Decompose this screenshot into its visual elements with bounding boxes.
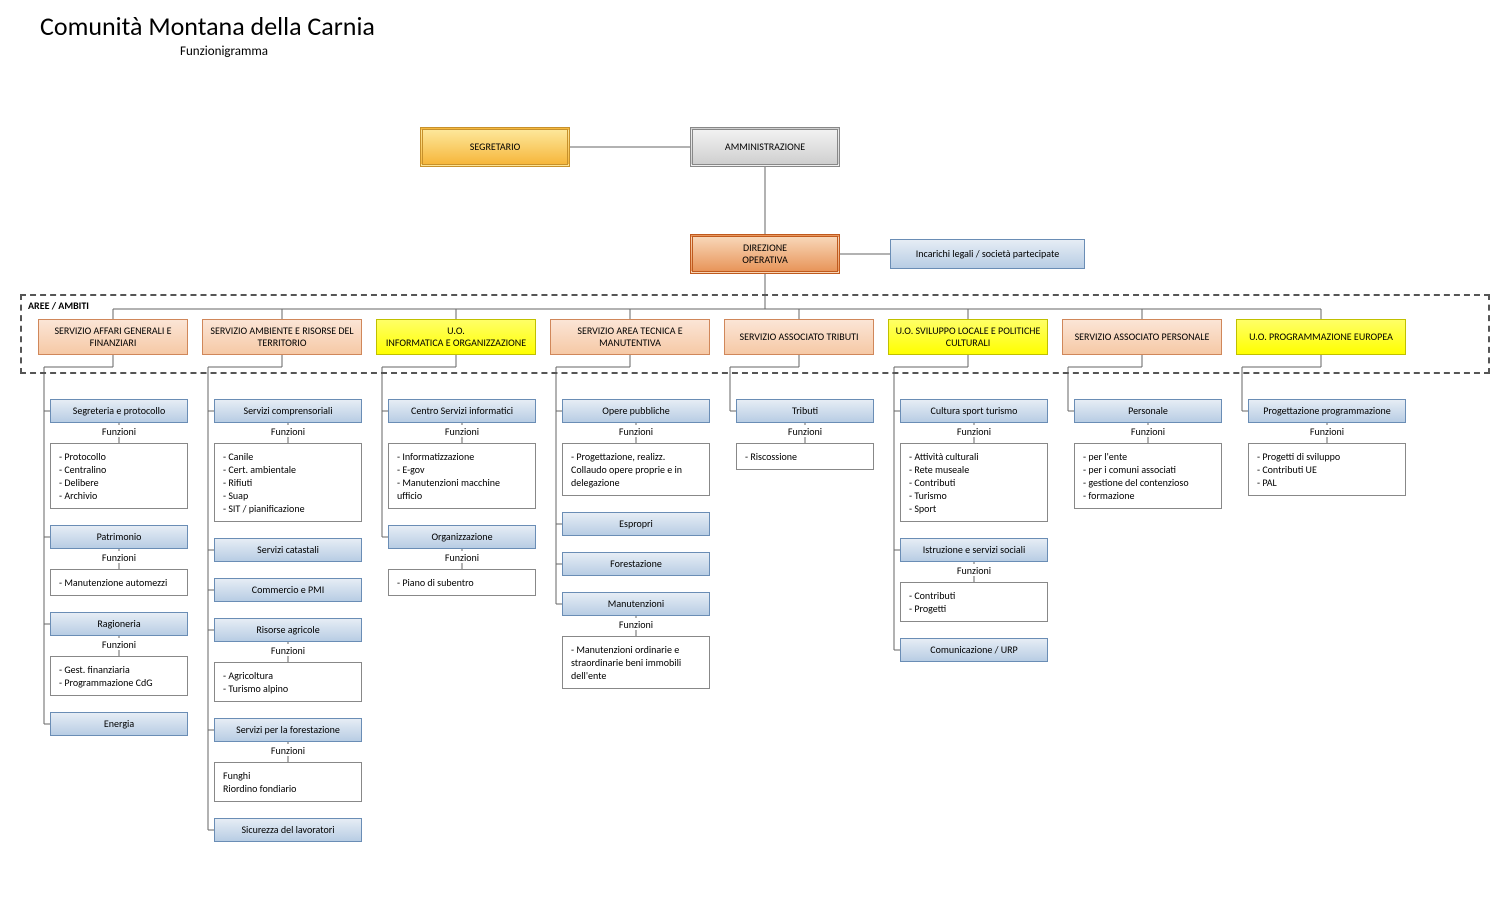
- funz-box-affari-0: - Protocollo- Centralino- Delibere- Arch…: [50, 443, 188, 509]
- funz-box-personale-0: - per l'ente- per i comuni associati- ge…: [1074, 443, 1222, 509]
- node-incarichi: Incarichi legali / società partecipate: [890, 239, 1085, 269]
- sub-informatica-1: Organizzazione: [388, 525, 536, 549]
- funz-box-ambiente-4: FunghiRiordino fondiario: [214, 762, 362, 802]
- sub-tecnica-3: Manutenzioni: [562, 592, 710, 616]
- funz-label-affari-1: Funzioni: [50, 551, 188, 564]
- sub-personale-0: Personale: [1074, 399, 1222, 423]
- area-affari: SERVIZIO AFFARI GENERALI E FINANZIARI: [38, 319, 188, 355]
- org-chart-canvas: SEGRETARIO AMMINISTRAZIONE DIREZIONE OPERA…: [20, 69, 1490, 899]
- area-ambiente: SERVIZIO AMBIENTE E RISORSE DEL TERRITOR…: [202, 319, 362, 355]
- sub-affari-2: Ragioneria: [50, 612, 188, 636]
- funz-box-informatica-1: - Piano di subentro: [388, 569, 536, 596]
- funz-label-affari-2: Funzioni: [50, 638, 188, 651]
- sub-sviluppo-0: Cultura sport turismo: [900, 399, 1048, 423]
- funz-label-ambiente-4: Funzioni: [214, 744, 362, 757]
- funz-box-sviluppo-1: - Contributi- Progetti: [900, 582, 1048, 622]
- sub-affari-0: Segreteria e protocollo: [50, 399, 188, 423]
- sub-affari-3: Energia: [50, 712, 188, 736]
- funz-label-tributi-0: Funzioni: [736, 425, 874, 438]
- area-informatica: U.O. INFORMATICA E ORGANIZZAZIONE: [376, 319, 536, 355]
- funz-box-affari-2: - Gest. finanziaria- Programmazione CdG: [50, 656, 188, 696]
- funz-label-affari-0: Funzioni: [50, 425, 188, 438]
- funz-label-informatica-0: Funzioni: [388, 425, 536, 438]
- sub-ambiente-3: Risorse agricole: [214, 618, 362, 642]
- area-tecnica: SERVIZIO AREA TECNICA E MANUTENTIVA: [550, 319, 710, 355]
- sub-tecnica-0: Opere pubbliche: [562, 399, 710, 423]
- sub-ambiente-0: Servizi comprensoriali: [214, 399, 362, 423]
- funz-box-informatica-0: - Informatizzazione- E-gov- Manutenzioni…: [388, 443, 536, 509]
- funz-box-tecnica-3: - Manutenzioni ordinarie e straordinarie…: [562, 636, 710, 689]
- sub-ambiente-2: Commercio e PMI: [214, 578, 362, 602]
- area-sviluppo: U.O. SVILUPPO LOCALE E POLITICHE CULTURA…: [888, 319, 1048, 355]
- sub-tecnica-2: Forestazione: [562, 552, 710, 576]
- sub-ambiente-4: Servizi per la forestazione: [214, 718, 362, 742]
- area-tributi: SERVIZIO ASSOCIATO TRIBUTI: [724, 319, 874, 355]
- page-subtitle: Funzionigramma: [180, 44, 1490, 59]
- sub-affari-1: Patrimonio: [50, 525, 188, 549]
- aree-ambiti-label: AREE / AMBITI: [28, 299, 89, 312]
- funz-label-personale-0: Funzioni: [1074, 425, 1222, 438]
- funz-label-ambiente-0: Funzioni: [214, 425, 362, 438]
- sub-sviluppo-1: Istruzione e servizi sociali: [900, 538, 1048, 562]
- area-personale: SERVIZIO ASSOCIATO PERSONALE: [1062, 319, 1222, 355]
- funz-label-tecnica-0: Funzioni: [562, 425, 710, 438]
- sub-tributi-0: Tributi: [736, 399, 874, 423]
- funz-label-sviluppo-0: Funzioni: [900, 425, 1048, 438]
- funz-box-ambiente-0: - Canile- Cert. ambientale- Rifiuti- Sua…: [214, 443, 362, 522]
- funz-box-tecnica-0: - Progettazione, realizz. Collaudo opere…: [562, 443, 710, 496]
- sub-tecnica-1: Espropri: [562, 512, 710, 536]
- funz-box-affari-1: - Manutenzione automezzi: [50, 569, 188, 596]
- funz-label-tecnica-3: Funzioni: [562, 618, 710, 631]
- sub-europea-0: Progettazione programmazione: [1248, 399, 1406, 423]
- funz-label-sviluppo-1: Funzioni: [900, 564, 1048, 577]
- funz-label-europea-0: Funzioni: [1248, 425, 1406, 438]
- funz-box-ambiente-3: - Agricoltura- Turismo alpino: [214, 662, 362, 702]
- area-europea: U.O. PROGRAMMAZIONE EUROPEA: [1236, 319, 1406, 355]
- funz-box-europea-0: - Progetti di sviluppo- Contributi UE- P…: [1248, 443, 1406, 496]
- node-segretario: SEGRETARIO: [420, 127, 570, 167]
- funz-label-ambiente-3: Funzioni: [214, 644, 362, 657]
- funz-box-sviluppo-0: - Attività culturali- Rete museale- Cont…: [900, 443, 1048, 522]
- sub-sviluppo-2: Comunicazione / URP: [900, 638, 1048, 662]
- sub-ambiente-5: Sicurezza del lavoratori: [214, 818, 362, 842]
- funz-box-tributi-0: - Riscossione: [736, 443, 874, 470]
- sub-informatica-0: Centro Servizi informatici: [388, 399, 536, 423]
- node-amministrazione: AMMINISTRAZIONE: [690, 127, 840, 167]
- funz-label-informatica-1: Funzioni: [388, 551, 536, 564]
- node-direzione: DIREZIONE OPERATIVA: [690, 234, 840, 274]
- sub-ambiente-1: Servizi catastali: [214, 538, 362, 562]
- page-title: Comunità Montana della Carnia: [40, 10, 1490, 42]
